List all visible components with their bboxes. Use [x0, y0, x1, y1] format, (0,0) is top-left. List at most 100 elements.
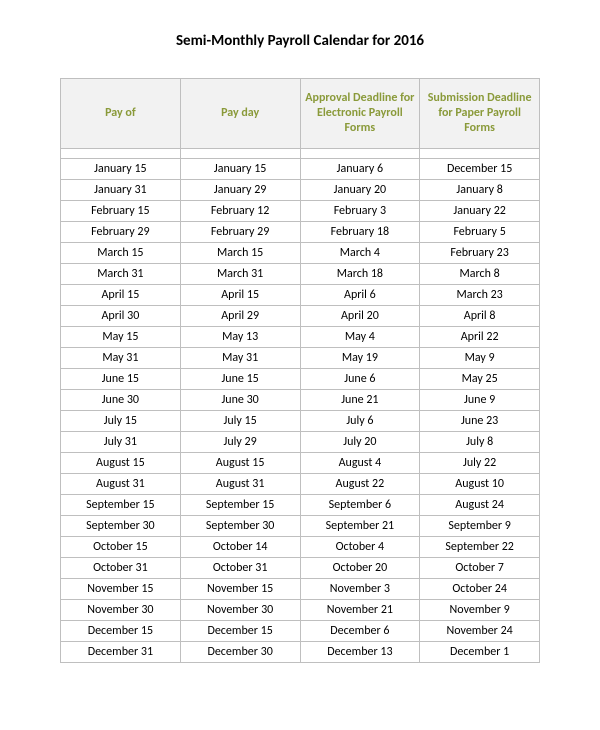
- page: Semi-Monthly Payroll Calendar for 2016 P…: [0, 0, 600, 730]
- table-cell: September 22: [420, 537, 540, 558]
- table-cell: July 20: [300, 432, 420, 453]
- table-cell: September 30: [61, 516, 181, 537]
- table-row: February 29February 29February 18Februar…: [61, 222, 540, 243]
- table-row: October 31October 31October 20October 7: [61, 558, 540, 579]
- table-cell: October 7: [420, 558, 540, 579]
- table-cell: February 29: [61, 222, 181, 243]
- table-cell: June 30: [61, 390, 181, 411]
- table-cell: June 21: [300, 390, 420, 411]
- table-cell: July 22: [420, 453, 540, 474]
- table-body: January 15January 15January 6December 15…: [61, 149, 540, 663]
- table-cell: June 30: [180, 390, 300, 411]
- table-cell: June 9: [420, 390, 540, 411]
- table-row: October 15October 14October 4September 2…: [61, 537, 540, 558]
- table-cell: September 21: [300, 516, 420, 537]
- table-cell: April 20: [300, 306, 420, 327]
- table-cell: December 13: [300, 642, 420, 663]
- table-cell: February 23: [420, 243, 540, 264]
- table-cell: June 6: [300, 369, 420, 390]
- table-cell: January 29: [180, 180, 300, 201]
- table-header-row: Pay of Pay day Approval Deadline for Ele…: [61, 79, 540, 149]
- table-cell: October 24: [420, 579, 540, 600]
- table-cell: July 29: [180, 432, 300, 453]
- table-cell: November 3: [300, 579, 420, 600]
- table-cell: October 14: [180, 537, 300, 558]
- table-cell: July 31: [61, 432, 181, 453]
- spacer-row: [61, 149, 540, 159]
- table-row: May 31May 31May 19May 9: [61, 348, 540, 369]
- table-cell: January 8: [420, 180, 540, 201]
- table-row: December 15December 15December 6November…: [61, 621, 540, 642]
- table-cell: October 31: [61, 558, 181, 579]
- table-cell: November 30: [61, 600, 181, 621]
- table-cell: May 31: [61, 348, 181, 369]
- table-row: April 15April 15April 6March 23: [61, 285, 540, 306]
- table-cell: April 15: [61, 285, 181, 306]
- table-cell: February 3: [300, 201, 420, 222]
- table-cell: October 4: [300, 537, 420, 558]
- table-cell: March 4: [300, 243, 420, 264]
- table-cell: September 9: [420, 516, 540, 537]
- table-cell: December 30: [180, 642, 300, 663]
- table-cell: September 30: [180, 516, 300, 537]
- table-cell: December 6: [300, 621, 420, 642]
- table-row: January 31January 29January 20January 8: [61, 180, 540, 201]
- table-head: Pay of Pay day Approval Deadline for Ele…: [61, 79, 540, 149]
- table-cell: February 29: [180, 222, 300, 243]
- table-cell: August 15: [180, 453, 300, 474]
- table-cell: March 8: [420, 264, 540, 285]
- table-cell: May 13: [180, 327, 300, 348]
- col-header-pay-day: Pay day: [180, 79, 300, 149]
- table-cell: March 18: [300, 264, 420, 285]
- table-cell: December 15: [180, 621, 300, 642]
- table-cell: November 15: [61, 579, 181, 600]
- table-cell: July 6: [300, 411, 420, 432]
- table-cell: April 8: [420, 306, 540, 327]
- table-cell: August 22: [300, 474, 420, 495]
- table-cell: February 18: [300, 222, 420, 243]
- table-cell: January 20: [300, 180, 420, 201]
- table-row: February 15February 12February 3January …: [61, 201, 540, 222]
- table-row: July 31July 29July 20July 8: [61, 432, 540, 453]
- table-cell: June 15: [61, 369, 181, 390]
- table-cell: September 6: [300, 495, 420, 516]
- table-cell: May 15: [61, 327, 181, 348]
- table-row: November 30November 30November 21Novembe…: [61, 600, 540, 621]
- table-cell: February 12: [180, 201, 300, 222]
- table-cell: August 4: [300, 453, 420, 474]
- table-cell: August 24: [420, 495, 540, 516]
- table-cell: November 15: [180, 579, 300, 600]
- table-row: June 30June 30June 21June 9: [61, 390, 540, 411]
- table-cell: June 23: [420, 411, 540, 432]
- table-cell: April 29: [180, 306, 300, 327]
- table-cell: December 31: [61, 642, 181, 663]
- table-cell: September 15: [61, 495, 181, 516]
- table-cell: August 31: [61, 474, 181, 495]
- table-cell: April 15: [180, 285, 300, 306]
- table-cell: October 31: [180, 558, 300, 579]
- table-cell: March 15: [180, 243, 300, 264]
- table-cell: August 10: [420, 474, 540, 495]
- table-cell: July 15: [180, 411, 300, 432]
- table-row: July 15July 15July 6June 23: [61, 411, 540, 432]
- table-cell: December 1: [420, 642, 540, 663]
- table-cell: November 24: [420, 621, 540, 642]
- table-cell: August 15: [61, 453, 181, 474]
- col-header-submission: Submission Deadline for Paper Payroll Fo…: [420, 79, 540, 149]
- table-row: November 15November 15November 3October …: [61, 579, 540, 600]
- table-cell: March 31: [180, 264, 300, 285]
- table-cell: November 21: [300, 600, 420, 621]
- table-row: September 30September 30September 21Sept…: [61, 516, 540, 537]
- table-cell: September 15: [180, 495, 300, 516]
- table-cell: August 31: [180, 474, 300, 495]
- table-cell: January 6: [300, 159, 420, 180]
- page-title: Semi-Monthly Payroll Calendar for 2016: [60, 32, 540, 50]
- table-cell: February 15: [61, 201, 181, 222]
- table-cell: April 6: [300, 285, 420, 306]
- table-cell: December 15: [420, 159, 540, 180]
- table-cell: May 9: [420, 348, 540, 369]
- table-cell: December 15: [61, 621, 181, 642]
- table-row: December 31December 30December 13Decembe…: [61, 642, 540, 663]
- table-cell: January 31: [61, 180, 181, 201]
- table-row: June 15June 15June 6May 25: [61, 369, 540, 390]
